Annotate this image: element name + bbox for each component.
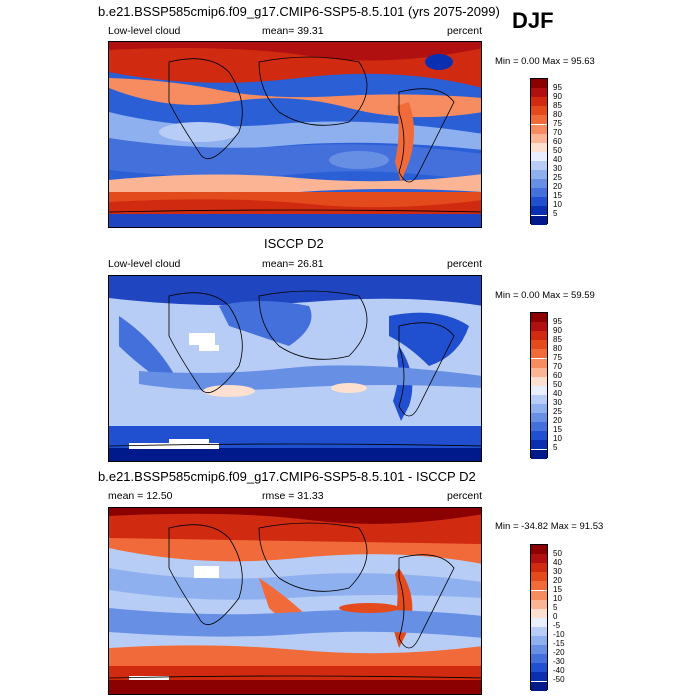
diff-cb-label: 5 [553,603,558,612]
panel-diff-mean-label: mean = 12.50 [108,490,173,502]
season-label: DJF [512,8,554,33]
obs-cb-label: 20 [553,416,562,425]
model-cloud-field [109,42,481,227]
panel-diff-rmse-label: rmse = 31.33 [262,490,324,502]
panel-model-minmax: Min = 0.00 Max = 95.63 [495,56,595,67]
model-cb-label: 25 [553,173,562,182]
model-cb-label: 95 [553,83,562,92]
obs-cb-label: 85 [553,335,562,344]
diff-cb-label: -40 [553,666,565,675]
diff-cb-label: 20 [553,576,562,585]
obs-cb-label: 30 [553,398,562,407]
model-cb-label: 20 [553,182,562,191]
panel-model-title: b.e21.BSSP585cmip6.f09_g17.CMIP6-SSP5-8.… [98,4,500,19]
obs-cb-label: 75 [553,353,562,362]
obs-cb-label: 90 [553,326,562,335]
panel-obs-title: ISCCP D2 [264,236,324,251]
model-cb-label: 15 [553,191,562,200]
panel-obs-minmax: Min = 0.00 Max = 59.59 [495,290,595,301]
diff-cb-label: -5 [553,621,561,630]
panel-obs-variable-label: Low-level cloud [108,258,181,270]
diff-cb-label: 40 [553,558,562,567]
panel-model-mean-label: mean= 39.31 [262,25,324,37]
model-cb-label: 60 [553,137,562,146]
model-cb-label: 70 [553,128,562,137]
diff-cb-label: 15 [553,585,562,594]
diff-cb-label: -10 [553,630,565,639]
obs-cb-label: 10 [553,434,562,443]
obs-cb-label: 5 [553,443,558,452]
model-cb-label: 75 [553,119,562,128]
panel-diff-colorbar [530,544,548,691]
diff-cb-label: 10 [553,594,562,603]
obs-cb-label: 50 [553,380,562,389]
obs-cb-label: 25 [553,407,562,416]
panel-obs-mean-label: mean= 26.81 [262,258,324,270]
panel-model-colorbar [530,78,548,225]
model-cb-label: 90 [553,92,562,101]
panel-model-map [108,41,482,228]
diff-cb-label: -20 [553,648,565,657]
panel-diff-units-label: percent [447,490,483,502]
diff-cloud-field [109,508,481,694]
obs-cb-label: 80 [553,344,562,353]
panel-diff-map [108,507,482,695]
diff-cb-label: -15 [553,639,565,648]
obs-cb-label: 95 [553,317,562,326]
obs-cb-label: 60 [553,371,562,380]
panel-model-units-label: percent [447,25,483,37]
model-cb-label: 80 [553,110,562,119]
panel-obs-units-label: percent [447,258,483,270]
diff-cb-label: -30 [553,657,565,666]
obs-cb-label: 70 [553,362,562,371]
diff-cb-label: 50 [553,549,562,558]
panel-diff-title: b.e21.BSSP585cmip6.f09_g17.CMIP6-SSP5-8.… [98,469,476,484]
model-cb-label: 5 [553,209,558,218]
panel-obs-colorbar [530,312,548,459]
obs-cb-label: 15 [553,425,562,434]
panel-diff-minmax: Min = -34.82 Max = 91.53 [495,521,604,532]
model-cb-label: 40 [553,155,562,164]
diff-cb-label: 30 [553,567,562,576]
diff-cb-label: 0 [553,612,558,621]
obs-cb-label: 40 [553,389,562,398]
panel-obs-map [108,275,482,462]
diff-cb-label: -50 [553,675,565,684]
model-cb-label: 10 [553,200,562,209]
model-cb-label: 30 [553,164,562,173]
model-cb-label: 50 [553,146,562,155]
obs-cloud-field [109,276,481,461]
panel-model-variable-label: Low-level cloud [108,25,181,37]
model-cb-label: 85 [553,101,562,110]
